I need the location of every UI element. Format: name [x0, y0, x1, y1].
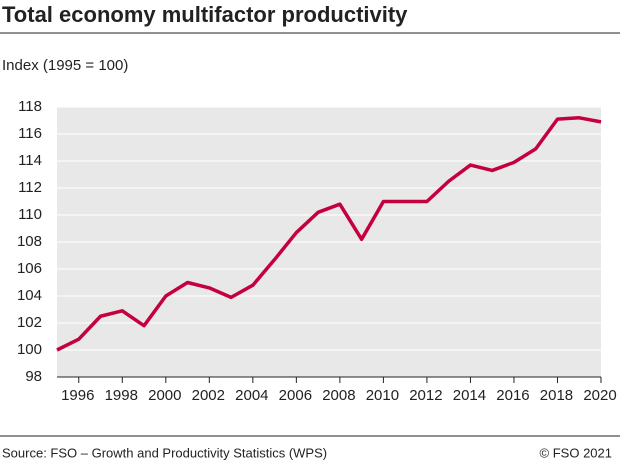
x-tick-label: 2020 — [583, 387, 616, 404]
y-tick-label: 104 — [17, 287, 42, 304]
y-tick-label: 116 — [18, 125, 42, 142]
x-tick-label: 2004 — [235, 387, 268, 404]
x-tick-label: 2002 — [192, 387, 225, 404]
x-tick-label: 2012 — [409, 387, 442, 404]
y-tick-label: 112 — [18, 179, 42, 196]
y-tick-label: 106 — [17, 260, 42, 277]
subtitle: Index (1995 = 100) — [2, 57, 128, 74]
y-tick-label: 98 — [25, 368, 42, 385]
y-tick-label: 102 — [17, 314, 42, 331]
chart-title: Total economy multifactor productivity — [2, 2, 408, 27]
y-tick-label: 108 — [17, 233, 42, 250]
x-tick-label: 2006 — [279, 387, 312, 404]
x-tick-label: 1998 — [105, 387, 138, 404]
y-tick-label: 110 — [18, 206, 42, 223]
source: Source: FSO – Growth and Productivity St… — [2, 445, 327, 460]
x-tick-label: 2010 — [366, 387, 399, 404]
data-line — [56, 116, 602, 352]
y-tick-label: 114 — [18, 152, 42, 169]
x-tick-label: 2008 — [322, 387, 355, 404]
y-tick-label: 100 — [17, 341, 42, 358]
x-tick-label: 1996 — [61, 387, 94, 404]
x-tick-label: 2018 — [540, 387, 573, 404]
y-tick-label: 118 — [18, 98, 42, 115]
x-tick-label: 2000 — [148, 387, 181, 404]
x-tick-label: 2014 — [453, 387, 486, 404]
x-tick-label: 2016 — [496, 387, 529, 404]
credit: © FSO 2021 — [540, 445, 612, 460]
